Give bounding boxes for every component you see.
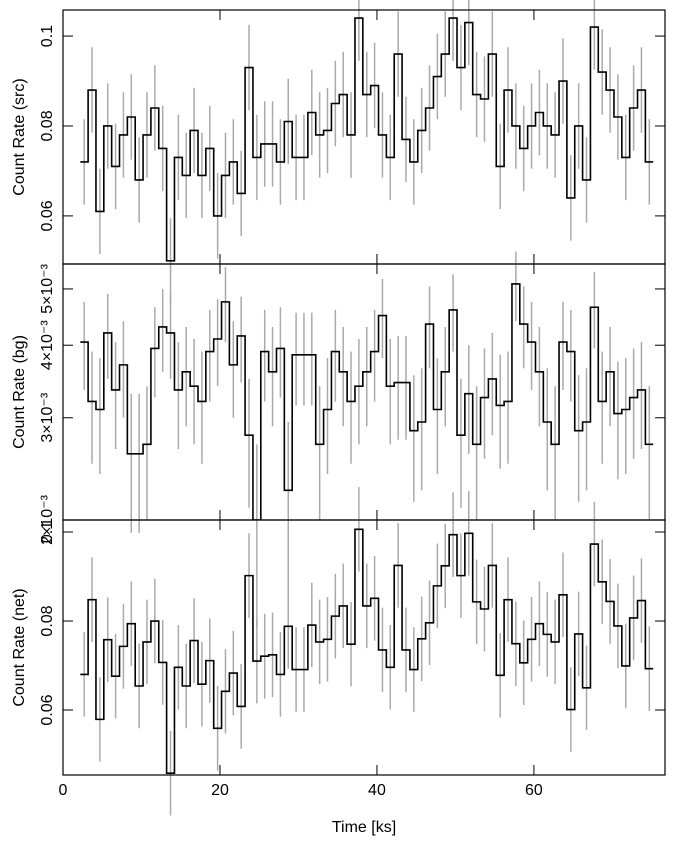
y-axis-label: Count Rate (bg) (11, 335, 28, 449)
panel: 0.06 0.08 0.1 Count Rate (src) (11, 0, 666, 304)
y-tick-label: 5×10⁻³ (39, 263, 56, 313)
step-line (80, 528, 654, 775)
y-tick-label: 0.08 (39, 110, 56, 141)
y-tick-label: 4×10⁻³ (39, 320, 56, 370)
x-tick-label: 20 (211, 782, 229, 799)
y-tick-label: 0.1 (39, 25, 56, 47)
y-tick-label: 0.06 (39, 694, 56, 725)
y-tick-label: 3×10⁻³ (39, 392, 56, 442)
x-tick-label: 40 (368, 782, 386, 799)
y-tick-label: 0.06 (39, 200, 56, 231)
y-tick-label: 2×10⁻³ (39, 494, 56, 544)
step-line (80, 17, 654, 262)
step-line (80, 283, 654, 520)
x-tick-label: 0 (59, 782, 68, 799)
frame (62, 519, 666, 776)
y-axis-label: Count Rate (net) (11, 588, 28, 706)
x-tick-label: 60 (525, 782, 543, 799)
y-tick-label: 0.1 (39, 521, 56, 543)
panel: 0.06 0.08 0.1 0 20 40 60 Count Rate (net) Time [… (11, 487, 666, 836)
y-axis-label: Count Rate (src) (11, 78, 28, 195)
y-tick-label: 0.08 (39, 605, 56, 636)
x-axis-label: Time [ks] (332, 819, 396, 836)
panel: 2×10⁻³ 3×10⁻³ 4×10⁻³ 5×10⁻³ Count Rate (bg) (11, 251, 666, 629)
